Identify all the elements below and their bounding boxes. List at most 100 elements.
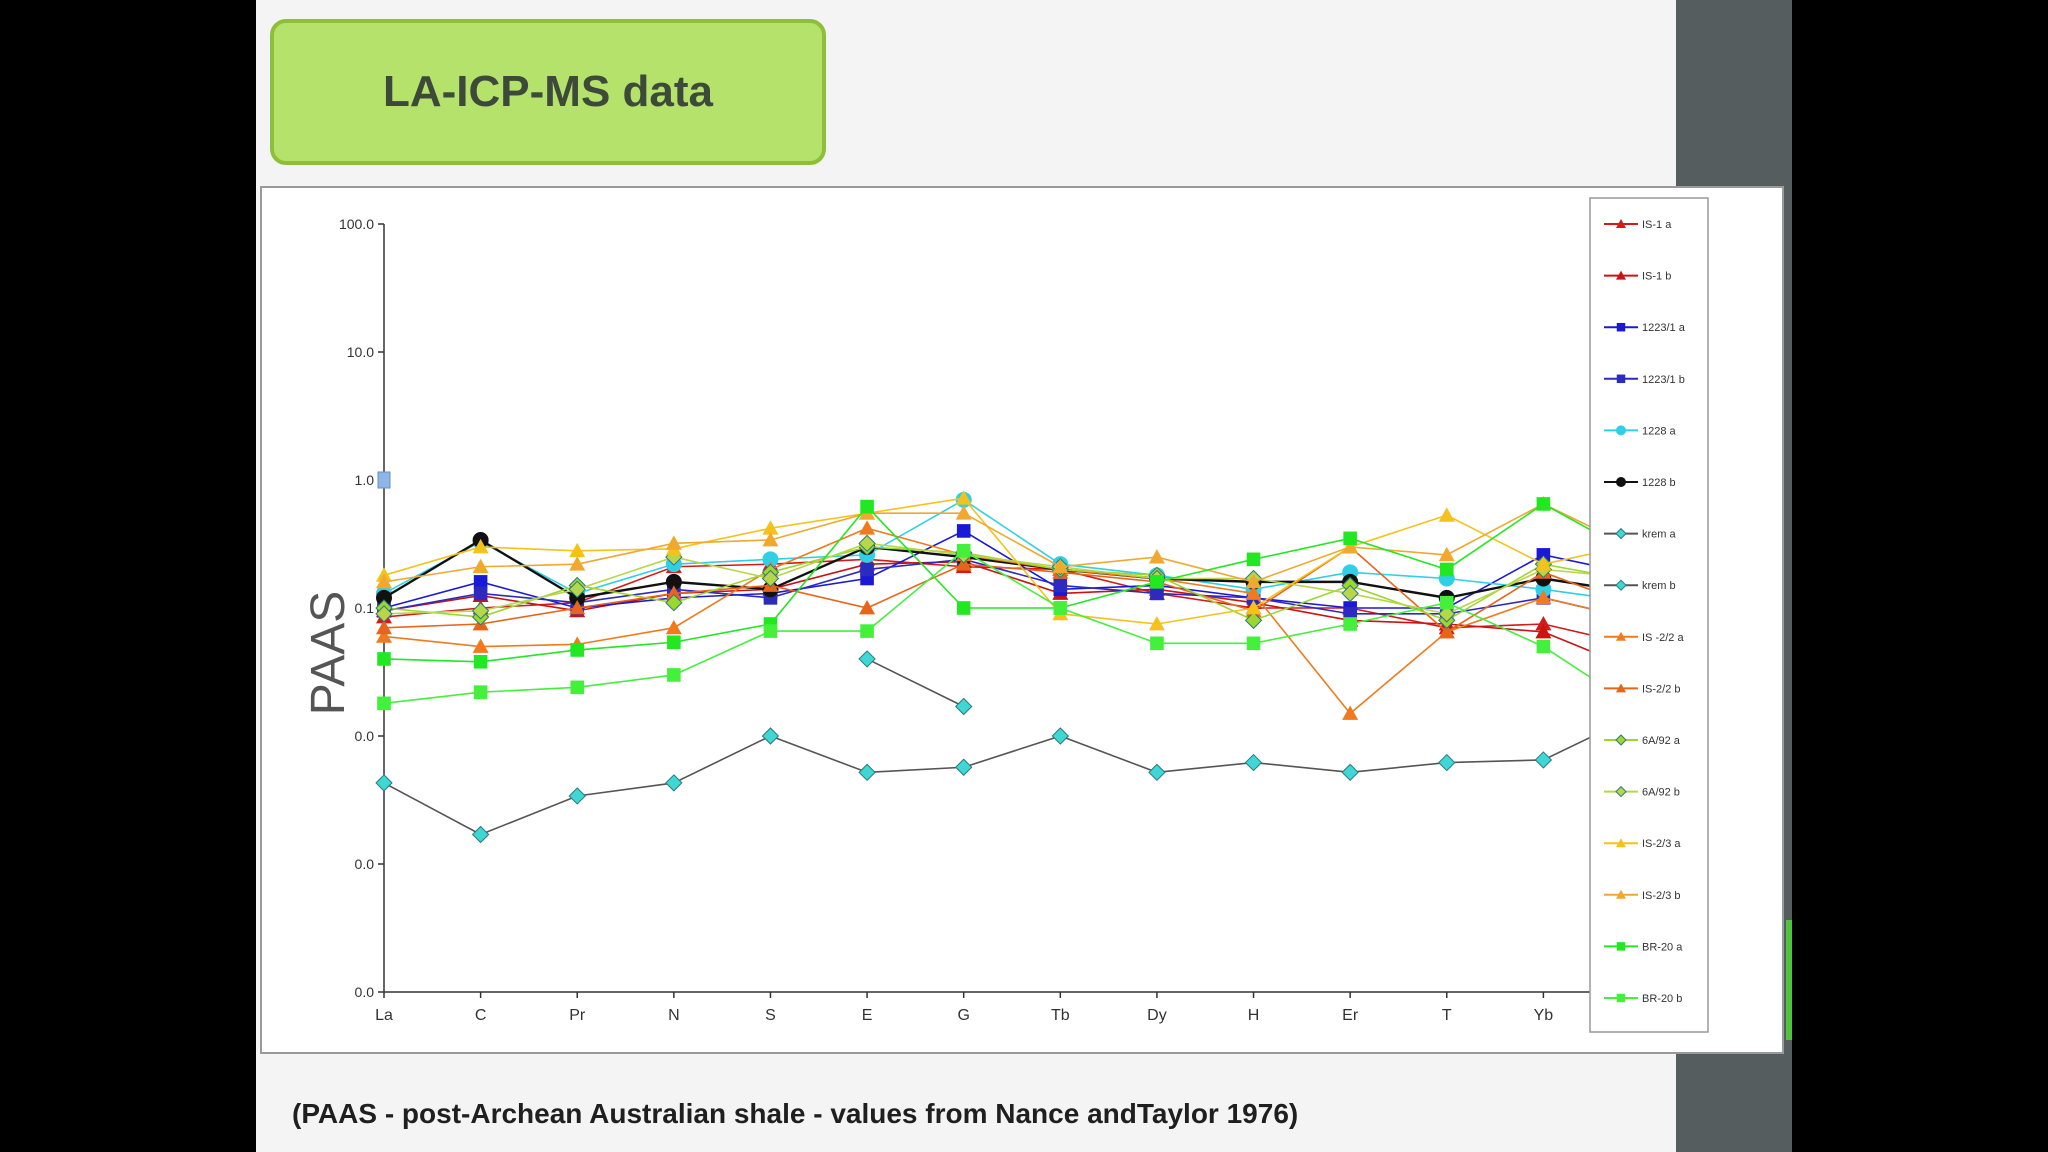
x-tick-label: C: [475, 1007, 487, 1024]
chart-frame: 0.0 0.0 0.0 0.1 1.0 10.0 100.0 PAAS La C Pr N S E G Tb D…: [260, 186, 1784, 1054]
series-line: [383, 503, 1641, 583]
data-point: [860, 499, 874, 514]
data-point: [1536, 497, 1551, 511]
data-point: [376, 589, 392, 606]
data-point: [376, 628, 392, 643]
data-point: [860, 624, 874, 638]
data-point: [1439, 595, 1454, 610]
data-point: [471, 825, 490, 844]
data-point: [858, 763, 876, 782]
series-line: [383, 538, 1641, 600]
data-point: [1616, 219, 1626, 228]
data-point: [1536, 639, 1551, 654]
x-tick-label: E: [862, 1007, 873, 1024]
data-point: [568, 787, 586, 805]
series-line: [866, 658, 965, 708]
series-10: [375, 538, 1649, 630]
data-point: [1244, 611, 1263, 630]
data-point: [1053, 578, 1068, 593]
data-point: [375, 605, 393, 623]
data-point: [665, 619, 682, 635]
series-line: [383, 560, 1641, 673]
data-point: [762, 551, 779, 568]
x-tick-label: Pr: [569, 1007, 586, 1024]
data-point: [1245, 573, 1262, 589]
data-point: [1615, 579, 1627, 591]
data-point: [1616, 838, 1626, 848]
legend-label: IS-2/2 b: [1642, 683, 1681, 695]
x-tick-label: La: [375, 1007, 393, 1024]
x-tick-label: Yb: [1534, 1007, 1554, 1024]
y-tick-label: 0.0: [355, 728, 375, 744]
data-point: [1534, 751, 1553, 769]
y-axis-marker: [377, 471, 391, 489]
x-tick-label: T: [1442, 1007, 1452, 1024]
series-14: [377, 497, 1647, 669]
data-point: [1616, 993, 1626, 1003]
data-point: [761, 569, 780, 588]
data-point: [665, 593, 683, 612]
legend-label: IS-2/3 a: [1642, 838, 1681, 850]
x-tick-label: Er: [1342, 1007, 1359, 1024]
data-point: [762, 520, 779, 535]
series-line: [383, 497, 1641, 625]
data-point: [1535, 589, 1552, 605]
data-point: [1438, 623, 1455, 639]
series-line: [383, 549, 1641, 711]
data-point: [1150, 636, 1164, 651]
data-point: [1150, 575, 1164, 589]
data-point: [1053, 601, 1068, 615]
legend-label: 1228 a: [1642, 425, 1677, 437]
data-point: [1438, 546, 1455, 562]
legend-label: IS-2/3 b: [1642, 890, 1681, 902]
data-point: [1615, 734, 1627, 746]
series-6: [858, 650, 973, 716]
data-point: [858, 650, 876, 668]
data-point: [859, 600, 876, 615]
series-13: [376, 495, 1648, 589]
data-point: [1616, 683, 1626, 693]
data-point: [1616, 889, 1626, 899]
data-point: [955, 505, 972, 520]
data-point: [1616, 631, 1626, 641]
data-point: [570, 680, 585, 695]
data-point: [375, 774, 393, 792]
data-point: [569, 542, 586, 558]
legend-label: IS-1 a: [1642, 219, 1672, 231]
data-point: [954, 758, 973, 776]
data-point: [761, 727, 780, 745]
data-point: [1535, 623, 1552, 639]
data-point: [956, 543, 971, 558]
series-15: [377, 543, 1647, 717]
data-point: [1535, 556, 1552, 571]
data-point: [1343, 531, 1357, 546]
data-point: [1246, 552, 1261, 567]
legend-label: BR-20 b: [1642, 993, 1682, 1005]
data-point: [1150, 586, 1164, 601]
data-point: [1342, 538, 1359, 554]
data-point: [1245, 600, 1262, 615]
data-point: [1615, 527, 1627, 540]
x-tick-label: N: [668, 1007, 680, 1024]
data-point: [473, 654, 488, 669]
data-point: [1616, 425, 1626, 436]
data-point: [1244, 753, 1263, 772]
data-point: [665, 535, 682, 550]
data-point: [762, 531, 779, 547]
data-point: [1148, 763, 1166, 782]
data-point: [1343, 617, 1357, 631]
legend-label: 6A/92 b: [1642, 787, 1680, 799]
data-point: [858, 534, 876, 553]
slide-title-box: LA-ICP-MS data: [270, 19, 826, 165]
legend-label: IS -2/2 a: [1642, 632, 1684, 644]
data-point: [568, 580, 586, 599]
data-point: [1616, 322, 1626, 332]
data-point: [569, 556, 586, 571]
data-point: [1148, 615, 1165, 631]
series-line: [383, 542, 1641, 615]
series-line: [383, 712, 1641, 836]
data-point: [473, 586, 488, 601]
data-point: [665, 585, 682, 600]
y-tick-label: 1.0: [355, 472, 375, 488]
x-tick-label: Dy: [1147, 1007, 1167, 1024]
